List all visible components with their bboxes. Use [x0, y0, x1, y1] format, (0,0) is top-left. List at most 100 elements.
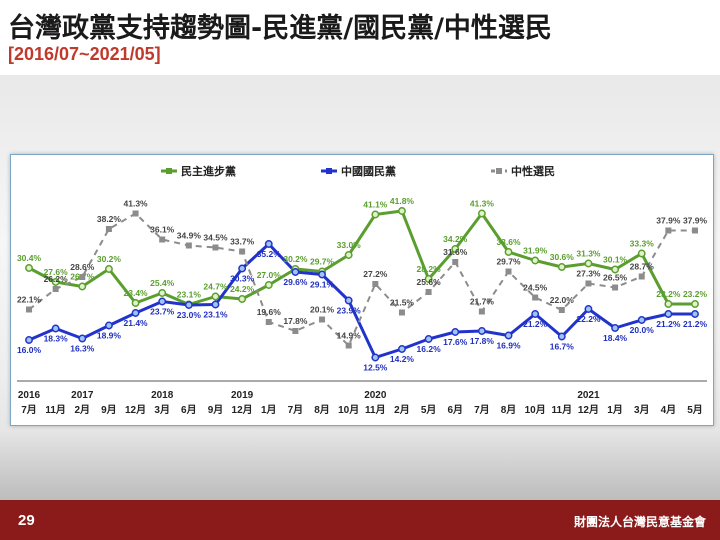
data-point	[557, 332, 566, 341]
data-label: 23.1%	[203, 310, 228, 320]
data-label: 21.2%	[683, 319, 708, 329]
data-point	[185, 242, 192, 249]
data-point	[371, 353, 380, 362]
data-point	[26, 306, 32, 313]
x-tick-label: 7月	[21, 404, 37, 416]
legend-marker-2	[496, 168, 502, 174]
data-point	[238, 264, 247, 273]
data-point	[504, 331, 513, 340]
x-year-label: 2016	[18, 390, 41, 401]
data-label: 24.5%	[523, 283, 548, 293]
data-point	[184, 301, 193, 309]
legend-label-0: 民主進步黨	[181, 164, 236, 178]
x-tick-label: 4月	[661, 404, 677, 416]
x-year-label: 2021	[577, 390, 600, 401]
data-point	[291, 268, 300, 276]
data-label: 41.8%	[390, 196, 415, 206]
data-point	[398, 345, 406, 353]
x-tick-label: 12月	[232, 404, 253, 416]
data-point	[158, 297, 167, 306]
data-label: 24.2%	[230, 284, 255, 294]
data-label: 27.6%	[44, 267, 69, 277]
data-label: 31.3%	[576, 249, 601, 259]
data-label: 12.5%	[363, 363, 388, 373]
x-tick-label: 11月	[45, 404, 66, 416]
data-label: 41.1%	[363, 200, 388, 210]
series-line-0	[28, 209, 695, 306]
data-point	[664, 300, 673, 308]
data-label: 21.5%	[390, 298, 415, 308]
data-label: 21.2%	[656, 319, 681, 329]
x-tick-label: 11月	[365, 404, 386, 416]
x-tick-label: 3月	[154, 404, 170, 416]
data-label: 28.7%	[630, 262, 655, 272]
data-label: 23.0%	[177, 310, 202, 320]
data-label: 14.9%	[337, 331, 362, 341]
data-point	[344, 251, 353, 259]
data-point	[532, 294, 539, 301]
data-point	[558, 307, 565, 313]
data-label: 20.0%	[630, 325, 655, 335]
data-label: 21.2%	[523, 319, 548, 329]
legend-marker-0	[166, 168, 172, 174]
data-label: 22.0%	[550, 295, 575, 305]
x-tick-label: 7月	[288, 404, 304, 416]
data-point	[477, 209, 486, 218]
data-label: 37.9%	[656, 216, 681, 226]
data-label: 19.6%	[257, 307, 282, 317]
x-tick-label: 5月	[687, 404, 703, 416]
data-point	[504, 248, 513, 256]
data-point	[692, 227, 698, 234]
data-label: 18.3%	[44, 334, 69, 344]
data-label: 27.0%	[257, 270, 282, 280]
page-number: 29	[18, 512, 35, 529]
data-label: 29.7%	[310, 257, 335, 267]
data-label: 23.2%	[683, 289, 708, 299]
data-label: 16.0%	[17, 345, 42, 355]
data-point	[238, 295, 247, 303]
data-label: 37.9%	[683, 216, 708, 226]
data-point	[104, 321, 113, 330]
x-year-label: 2017	[71, 390, 94, 401]
x-year-label: 2020	[364, 390, 387, 401]
data-point	[398, 309, 405, 316]
x-tick-label: 1月	[607, 404, 623, 416]
data-label: 30.2%	[97, 254, 122, 264]
data-label: 16.7%	[550, 342, 575, 352]
data-label: 33.3%	[630, 239, 655, 249]
x-tick-label: 6月	[181, 404, 197, 416]
data-label: 23.7%	[150, 307, 175, 317]
data-point	[372, 281, 379, 287]
data-label: 23.9%	[337, 306, 362, 316]
x-tick-label: 3月	[634, 404, 650, 416]
data-point	[264, 240, 273, 248]
data-point	[319, 316, 326, 323]
data-label: 34.9%	[177, 231, 202, 241]
data-label: 38.2%	[97, 214, 122, 224]
data-point	[104, 265, 113, 273]
data-label: 29.6%	[283, 277, 308, 287]
data-label: 30.6%	[550, 252, 575, 262]
data-point	[424, 335, 433, 343]
crowd-silhouette-decoration	[0, 430, 720, 500]
x-year-label: 2019	[231, 390, 254, 401]
data-label: 28.6%	[70, 262, 95, 272]
organization-name: 財團法人台灣民意基金會	[573, 515, 706, 529]
data-point	[79, 274, 86, 280]
data-point	[691, 310, 699, 318]
data-label: 30.4%	[17, 253, 42, 263]
x-tick-label: 7月	[474, 404, 490, 416]
data-label: 21.7%	[470, 297, 495, 307]
data-label: 18.9%	[97, 331, 122, 341]
data-point	[478, 308, 485, 315]
data-point	[505, 268, 512, 275]
data-point	[611, 324, 620, 332]
data-point	[585, 280, 592, 287]
data-point	[584, 259, 593, 268]
data-label: 22.2%	[576, 314, 601, 324]
data-point	[52, 286, 59, 292]
data-point	[371, 210, 380, 219]
data-point	[612, 284, 619, 291]
data-label: 29.7%	[496, 257, 521, 267]
legend-marker-1	[326, 168, 332, 174]
